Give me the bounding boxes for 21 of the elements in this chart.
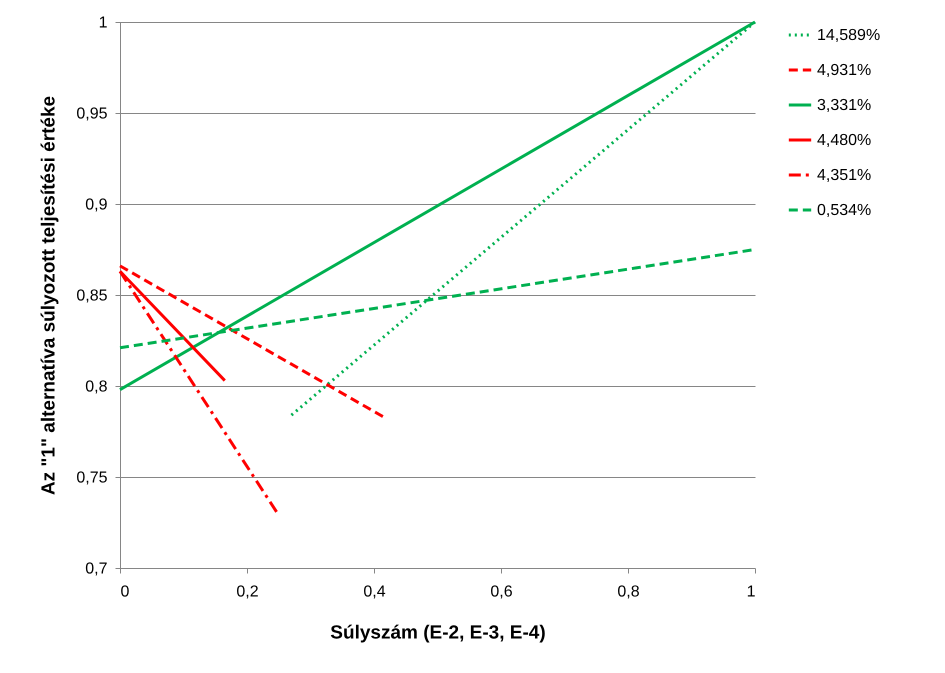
y-tick-label: 1 [98,14,108,32]
legend-label: 3,331% [817,97,872,114]
x-tick-label: 0,2 [236,584,259,600]
y-tick-label: 0,9 [85,196,108,214]
legend-label: 4,931% [817,62,872,79]
x-tick-label: 0,8 [617,584,640,600]
y-tick-label: 0,8 [85,378,108,396]
legend-label: 0,534% [817,202,872,219]
legend-label: 14,589% [817,27,880,44]
x-tick-label: 0,4 [363,584,386,600]
x-tick-label: 1 [746,584,756,600]
y-tick-label: 0,75 [76,470,108,486]
legend-label: 4,351% [817,167,872,184]
y-tick-label: 0,85 [76,288,108,304]
y-tick-label: 0,95 [76,106,108,122]
legend-label: 4,480% [817,132,872,149]
y-tick-label: 0,7 [85,560,108,578]
x-axis-title: Súlyszám (E-2, E-3, E-4) [330,622,546,644]
y-axis-title: Az "1" alternatíva súlyozott teljesítési értéke [38,96,60,496]
x-tick-label: 0,6 [490,584,513,600]
x-tick-label: 0 [120,584,130,600]
